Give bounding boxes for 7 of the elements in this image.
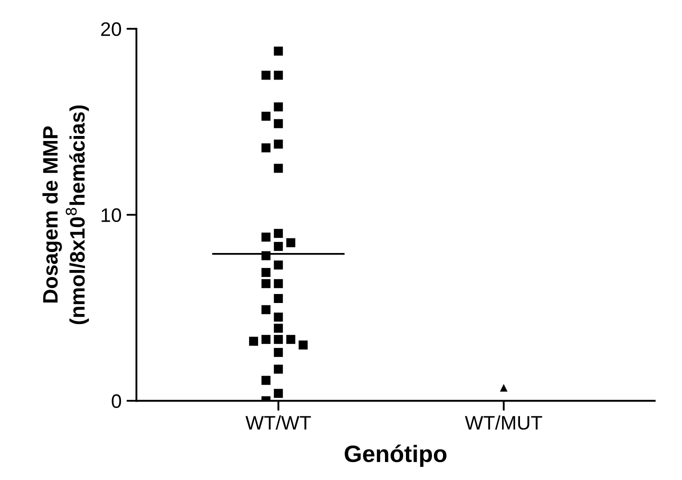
y-tick-label: 20 [101, 22, 122, 36]
y-tick-label: 0 [112, 394, 122, 408]
y-axis-title: Dosagem de MMP (nmol/8x10$^{8}$hemácias) [42, 105, 89, 324]
x-tick-label: WT/MUT [464, 415, 542, 430]
x-axis-title: Genótipo [344, 444, 446, 467]
x-tick-label: WT/WT [246, 415, 311, 430]
y-tick-label: 10 [102, 208, 122, 222]
